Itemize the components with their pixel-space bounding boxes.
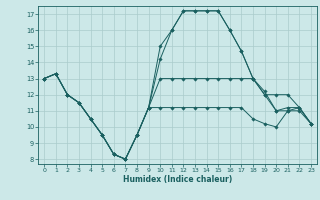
X-axis label: Humidex (Indice chaleur): Humidex (Indice chaleur) (123, 175, 232, 184)
